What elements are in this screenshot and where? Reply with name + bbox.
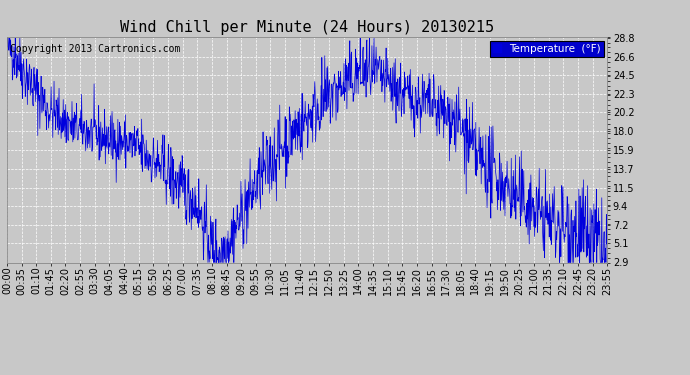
Title: Wind Chill per Minute (24 Hours) 20130215: Wind Chill per Minute (24 Hours) 2013021… — [120, 20, 494, 35]
Text: Copyright 2013 Cartronics.com: Copyright 2013 Cartronics.com — [10, 44, 180, 54]
Legend: Temperature  (°F): Temperature (°F) — [489, 40, 604, 57]
